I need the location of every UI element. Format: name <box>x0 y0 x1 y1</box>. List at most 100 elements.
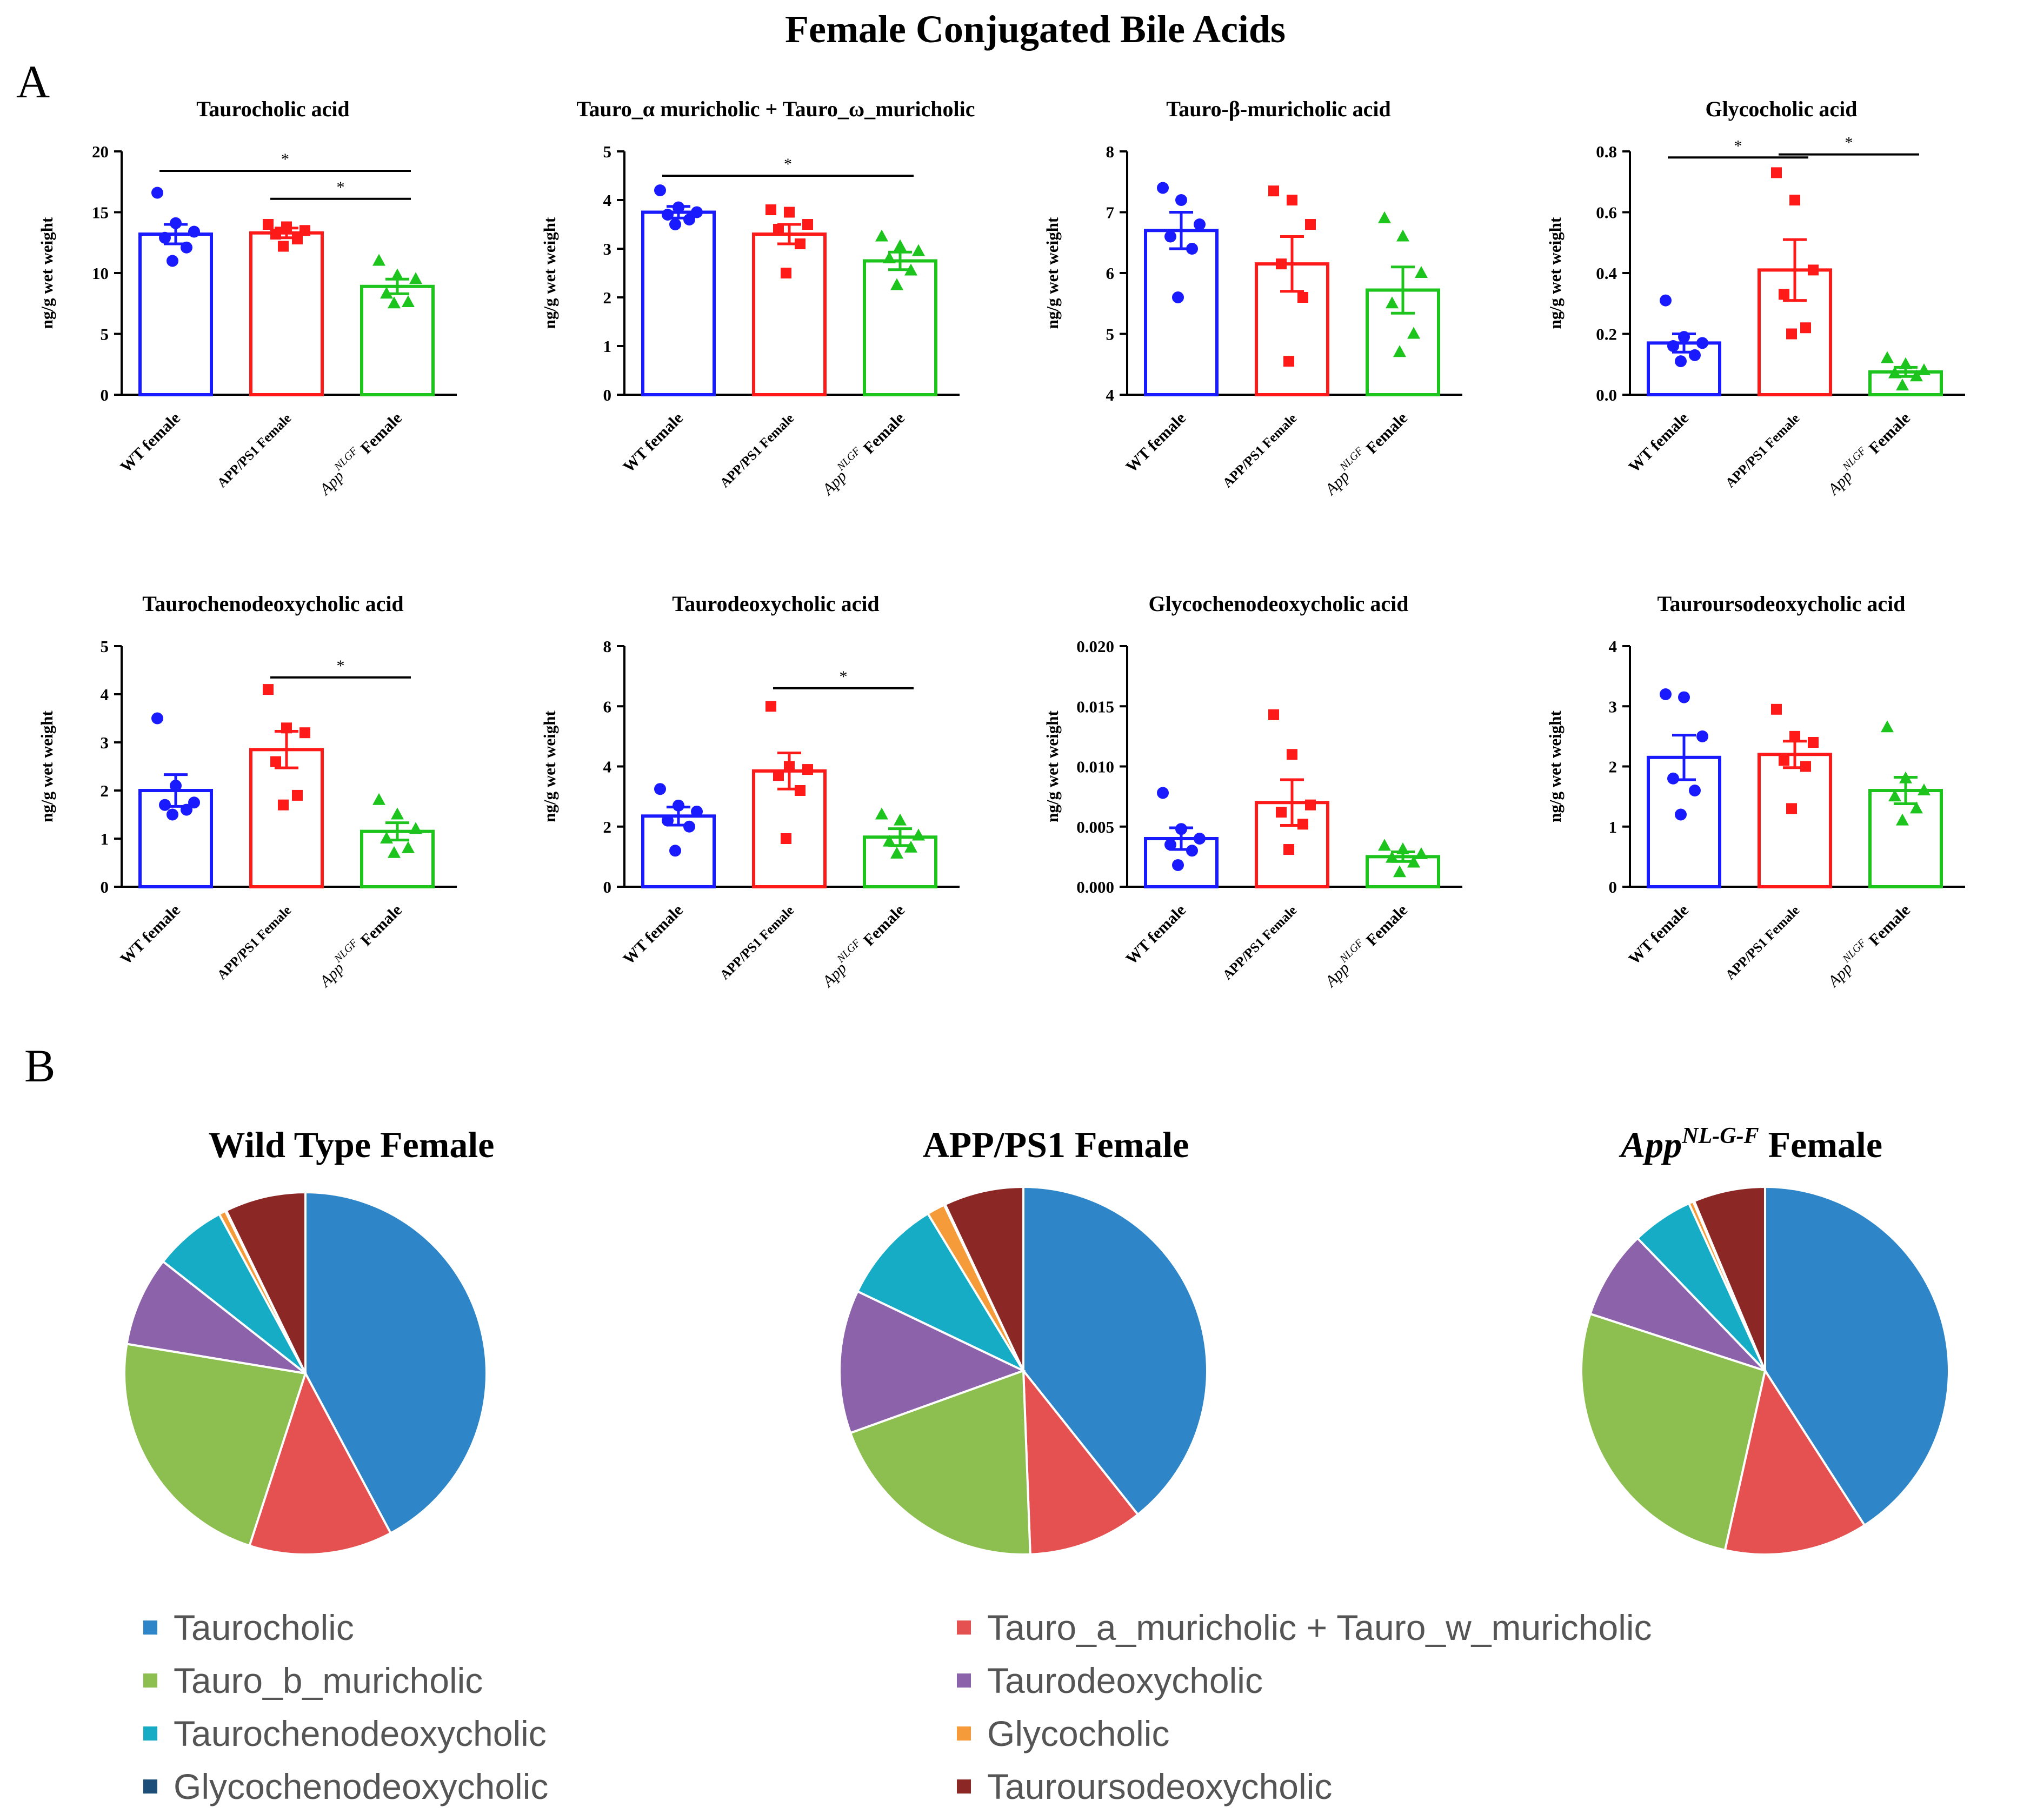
data-point <box>1689 349 1701 361</box>
significance-label: * <box>337 657 345 675</box>
x-tick-label: WT female <box>620 901 687 968</box>
data-point <box>1910 369 1923 382</box>
data-point <box>1910 801 1923 814</box>
y-axis-label: ng/g wet weight <box>37 217 56 329</box>
y-tick-label: 0 <box>101 386 109 404</box>
data-point <box>883 834 896 847</box>
bar-chart: Glycochenodeoxycholic acid ng/g wet weigh… <box>1043 592 1462 991</box>
bar-chart: Tauroursodeoxycholic acid ng/g wet weight… <box>1546 592 1965 991</box>
y-tick-label: 5 <box>1106 325 1115 344</box>
x-tick-label: AppNLGF Female <box>1821 899 1914 991</box>
significance-label: * <box>840 668 848 686</box>
data-point <box>188 225 200 238</box>
data-point <box>1696 730 1708 742</box>
data-point <box>380 287 393 299</box>
data-point <box>1918 783 1931 795</box>
x-tick-label: WT female <box>1122 409 1189 476</box>
data-point <box>1393 865 1406 878</box>
data-point <box>1157 787 1169 799</box>
pie-charts: Wild Type Female APP/PS1 Female AppNL-G-F … <box>123 1124 1950 1556</box>
y-tick-label: 3 <box>101 733 109 752</box>
data-point <box>299 225 310 236</box>
data-point <box>281 722 292 734</box>
y-tick-label: 2 <box>101 781 109 800</box>
data-point <box>1175 823 1187 835</box>
x-tick-label: APP/PS1 Female <box>717 411 797 490</box>
data-point <box>1660 688 1672 700</box>
y-tick-label: 4 <box>101 685 109 704</box>
x-tick-label: AppNLGF Female <box>816 407 908 499</box>
chart-title: Taurocholic acid <box>196 97 349 121</box>
bar-chart: Tauro-β-muricholic acid ng/g wet weight 4 5… <box>1043 97 1462 499</box>
chart-title: Taurochenodeoxycholic acid <box>142 592 403 616</box>
data-point <box>1283 356 1294 367</box>
data-point <box>773 770 784 781</box>
data-point <box>673 799 684 812</box>
data-point <box>875 229 888 242</box>
data-point <box>795 238 806 249</box>
data-point <box>1896 813 1909 826</box>
pie-slice <box>1022 1367 1140 1556</box>
data-point <box>654 184 666 196</box>
x-tick-label: AppNLGF Female <box>816 899 908 991</box>
data-point <box>1888 366 1901 378</box>
data-point <box>765 204 776 215</box>
x-tick-label: APP/PS1 Female <box>215 903 294 982</box>
y-tick-label: 4 <box>1106 386 1115 404</box>
data-point <box>1808 264 1819 276</box>
data-point <box>802 219 813 230</box>
y-tick-label: 3 <box>603 240 612 258</box>
y-tick-label: 5 <box>101 325 109 344</box>
data-point <box>1881 351 1894 363</box>
data-point <box>1899 357 1912 369</box>
chart-title: Taurodeoxycholic acid <box>672 592 879 616</box>
data-point <box>151 187 163 199</box>
bar <box>249 748 324 888</box>
bar <box>249 231 324 396</box>
chart-title: Tauro-β-muricholic acid <box>1166 97 1391 121</box>
significance-label: * <box>784 155 792 173</box>
data-point <box>669 845 681 857</box>
data-point <box>1172 859 1184 871</box>
y-tick-label: 0.0 <box>1596 386 1617 404</box>
data-point <box>1415 847 1428 859</box>
data-point <box>188 796 200 809</box>
data-point <box>292 789 303 801</box>
pie-chart: Wild Type Female <box>123 1124 495 1556</box>
y-tick-label: 0.010 <box>1076 758 1114 776</box>
data-point <box>1696 337 1708 349</box>
data-point <box>1896 378 1909 391</box>
x-tick-label: AppNLGF Female <box>1319 899 1411 991</box>
y-tick-label: 6 <box>603 697 612 716</box>
data-point <box>372 254 385 266</box>
y-tick-label: 0.8 <box>1596 142 1617 161</box>
x-tick-label: AppNLGF Female <box>313 899 405 991</box>
data-point <box>159 231 171 244</box>
y-tick-label: 7 <box>1106 203 1115 222</box>
y-tick-label: 4 <box>603 191 612 210</box>
data-point <box>278 799 289 811</box>
y-tick-label: 2 <box>603 818 612 836</box>
data-point <box>1808 737 1819 748</box>
y-tick-label: 6 <box>1106 264 1115 283</box>
panel-a-label: A <box>16 56 50 108</box>
data-point <box>1678 331 1690 343</box>
data-point <box>1164 839 1176 851</box>
bar-chart: Glycocholic acid ng/g wet weight 0.0 0.2 0.4… <box>1546 97 1965 499</box>
significance-label: * <box>1734 137 1742 155</box>
bar-chart: Taurocholic acid ng/g wet weight 0 5 10 15 20 W… <box>37 97 457 499</box>
y-tick-label: 0.015 <box>1076 697 1114 716</box>
pie-title: Wild Type Female <box>209 1124 495 1165</box>
data-point <box>802 764 813 775</box>
data-point <box>409 822 422 834</box>
pie-title: APP/PS1 Female <box>923 1124 1189 1165</box>
y-axis-label: ng/g wet weight <box>1043 217 1062 329</box>
figure-title: Female Conjugated Bile Acids <box>785 8 1286 51</box>
data-point <box>894 813 907 826</box>
data-point <box>1268 709 1279 720</box>
pie-slice <box>248 1370 392 1556</box>
y-tick-label: 0 <box>603 878 612 896</box>
x-tick-label: WT female <box>117 409 184 476</box>
data-point <box>1393 345 1406 357</box>
